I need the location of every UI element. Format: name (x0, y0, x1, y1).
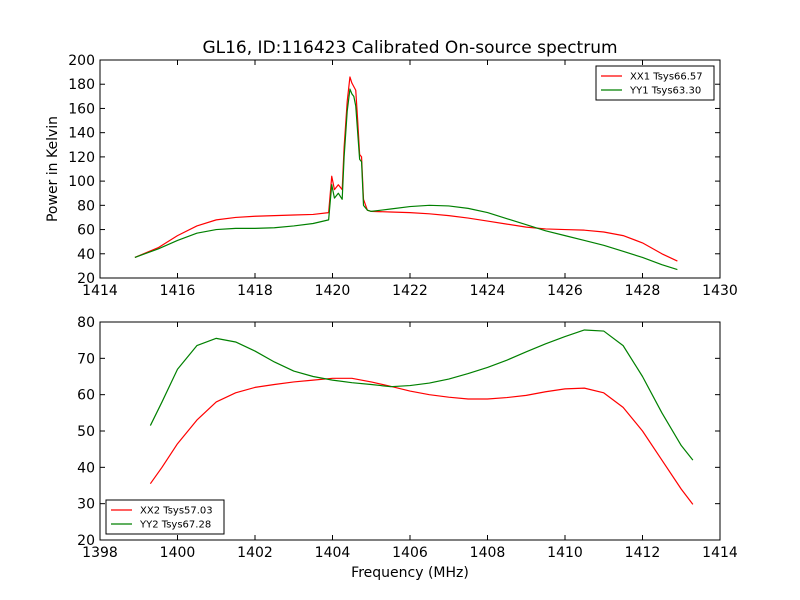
top-ytick-label: 20 (77, 271, 95, 287)
bottom-legend: XX2 Tsys57.03 YY2 Tsys67.28 (105, 499, 225, 535)
bottom-ytick-label: 50 (77, 424, 95, 440)
bottom-xtick-label: 1404 (315, 545, 351, 561)
top-xtick-label: 1418 (237, 283, 273, 299)
top-ytick-label: 200 (68, 53, 95, 69)
bottom-xtick-label: 1402 (237, 545, 273, 561)
bottom-series-line-1 (149, 377, 694, 505)
top-panel: Power in Kelvin 1414 1416 1418 1420 1422 1424… (45, 53, 738, 299)
top-ytick-label: 40 (77, 247, 95, 263)
top-ytick-label: 140 (68, 126, 95, 142)
bottom-xtick-label: 1398 (82, 545, 118, 561)
top-series-line-2 (134, 88, 678, 271)
bottom-xtick-label: 1400 (160, 545, 196, 561)
bottom-xtick-label: 1412 (625, 545, 661, 561)
bottom-legend-box (105, 499, 225, 535)
top-xtick-label: 1422 (392, 283, 428, 299)
bottom-panel-xlabel: Frequency (MHz) (351, 565, 469, 581)
top-series-line-1 (134, 76, 678, 262)
bottom-ytick-label: 40 (77, 460, 95, 476)
top-legend: XX1 Tsys66.57 YY1 Tsys63.30 (595, 65, 715, 101)
top-legend-label-1: XX1 Tsys66.57 (630, 72, 703, 83)
bottom-ytick-label: 80 (77, 315, 95, 331)
top-xtick-label: 1430 (702, 283, 738, 299)
top-ytick-label: 180 (68, 77, 95, 93)
bottom-legend-label-1: XX2 Tsys57.03 (140, 506, 213, 517)
top-xtick-label: 1420 (315, 283, 351, 299)
bottom-ytick-label: 30 (77, 497, 95, 513)
top-legend-box (595, 65, 715, 101)
top-xtick-label: 1416 (160, 283, 196, 299)
bottom-series-line-2 (149, 329, 694, 461)
top-xtick-label: 1426 (547, 283, 583, 299)
bottom-xtick-label: 1414 (702, 545, 738, 561)
bottom-legend-label-2: YY2 Tsys67.28 (139, 520, 211, 531)
chart-title: GL16, ID:116423 Calibrated On-source spe… (202, 38, 617, 58)
top-xtick-label: 1424 (470, 283, 506, 299)
bottom-xtick-label: 1408 (470, 545, 506, 561)
top-ytick-label: 80 (77, 198, 95, 214)
top-ytick-label: 120 (68, 150, 95, 166)
bottom-panel: Frequency (MHz) 1398 1400 1402 1404 1406 1408… (77, 315, 738, 581)
bottom-ytick-label: 60 (77, 388, 95, 404)
bottom-xtick-label: 1406 (392, 545, 428, 561)
top-panel-ylabel: Power in Kelvin (45, 116, 61, 222)
bottom-ytick-label: 70 (77, 351, 95, 367)
top-xtick-label: 1428 (625, 283, 661, 299)
top-ytick-label: 160 (68, 101, 95, 117)
top-ytick-label: 100 (68, 174, 95, 190)
top-xtick-label: 1414 (82, 283, 118, 299)
top-legend-label-2: YY1 Tsys63.30 (629, 86, 701, 97)
top-ytick-label: 60 (77, 223, 95, 239)
bottom-xtick-label: 1410 (547, 545, 583, 561)
bottom-ytick-label: 20 (77, 533, 95, 549)
